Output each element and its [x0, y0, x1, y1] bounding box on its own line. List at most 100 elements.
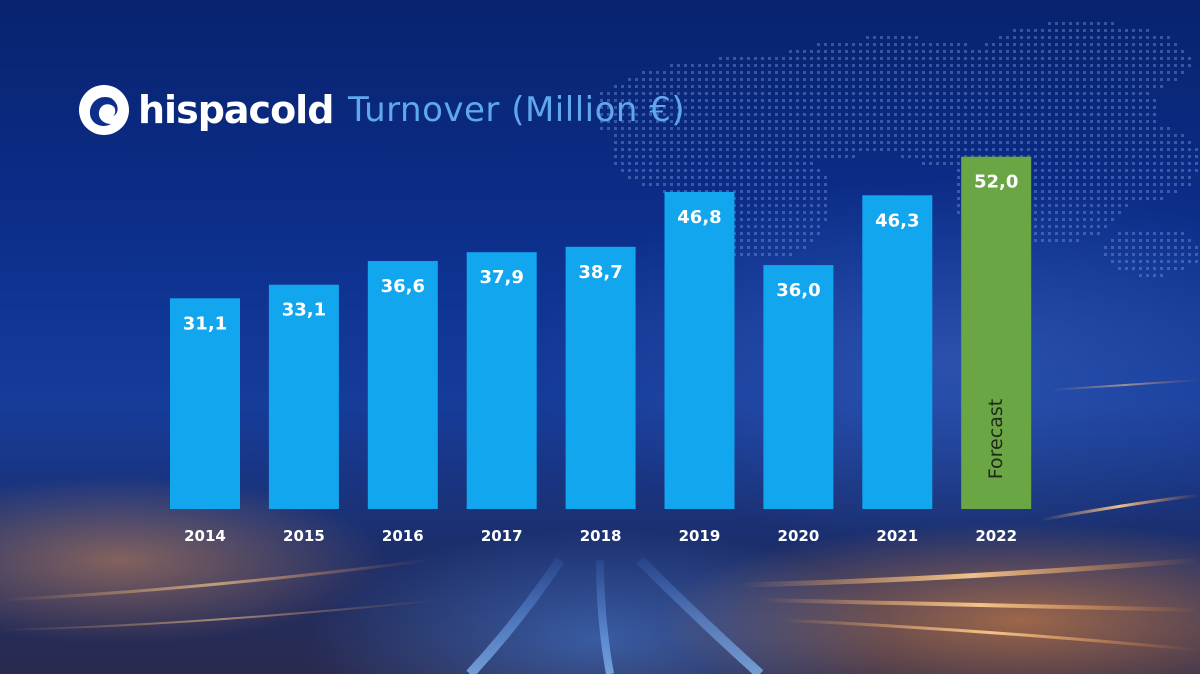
map-dot [1020, 85, 1023, 88]
map-dot [649, 99, 652, 102]
map-dot [1076, 183, 1079, 186]
map-dot [873, 134, 876, 137]
map-dot [649, 155, 652, 158]
map-dot [663, 183, 666, 186]
map-dot [1055, 211, 1058, 214]
map-dot [789, 148, 792, 151]
map-dot [859, 78, 862, 81]
map-dot [1006, 127, 1009, 130]
map-dot [845, 85, 848, 88]
map-dot [782, 141, 785, 144]
map-dot [1090, 211, 1093, 214]
map-dot [1062, 239, 1065, 242]
map-dot [1104, 246, 1107, 249]
map-dot [621, 127, 624, 130]
map-dot [817, 85, 820, 88]
map-dot [880, 120, 883, 123]
map-dot [1090, 113, 1093, 116]
map-dot [824, 176, 827, 179]
map-dot [705, 85, 708, 88]
map-dot [1125, 50, 1128, 53]
map-dot [1062, 50, 1065, 53]
map-dot [754, 204, 757, 207]
map-dot [775, 232, 778, 235]
map-dot [1125, 71, 1128, 74]
map-dot [1027, 141, 1030, 144]
map-dot [621, 169, 624, 172]
map-dot [754, 99, 757, 102]
map-dot [712, 134, 715, 137]
map-dot [852, 57, 855, 60]
map-dot [1104, 113, 1107, 116]
map-dot [614, 134, 617, 137]
map-dot [747, 239, 750, 242]
map-dot [677, 78, 680, 81]
map-dot [677, 127, 680, 130]
map-dot [782, 246, 785, 249]
map-dot [1118, 239, 1121, 242]
map-dot [1090, 29, 1093, 32]
map-dot [754, 211, 757, 214]
map-dot [691, 148, 694, 151]
map-dot [880, 127, 883, 130]
map-dot [1118, 106, 1121, 109]
map-dot [866, 43, 869, 46]
map-dot [782, 155, 785, 158]
map-dot [845, 57, 848, 60]
map-dot [656, 162, 659, 165]
map-dot [1160, 50, 1163, 53]
map-dot [1076, 148, 1079, 151]
map-dot [1153, 120, 1156, 123]
map-dot [817, 204, 820, 207]
map-dot [957, 141, 960, 144]
map-dot [768, 162, 771, 165]
map-dot [782, 232, 785, 235]
map-dot [1027, 36, 1030, 39]
map-dot [712, 169, 715, 172]
map-dot [1062, 211, 1065, 214]
map-dot [803, 225, 806, 228]
map-dot [789, 204, 792, 207]
map-dot [1034, 155, 1037, 158]
map-dot [747, 106, 750, 109]
map-dot [992, 64, 995, 67]
map-dot [901, 106, 904, 109]
map-dot [859, 148, 862, 151]
map-dot [1041, 85, 1044, 88]
map-dot [712, 120, 715, 123]
map-dot [1153, 50, 1156, 53]
map-dot [852, 64, 855, 67]
map-dot [1139, 267, 1142, 270]
map-dot [642, 71, 645, 74]
map-dot [1181, 64, 1184, 67]
map-dot [754, 246, 757, 249]
map-dot [670, 134, 673, 137]
map-dot [831, 57, 834, 60]
map-dot [747, 183, 750, 186]
map-dot [1174, 64, 1177, 67]
map-dot [1167, 78, 1170, 81]
map-dot [810, 99, 813, 102]
map-dot [1076, 190, 1079, 193]
map-dot [621, 162, 624, 165]
map-dot [922, 120, 925, 123]
map-dot [1118, 120, 1121, 123]
map-dot [1174, 141, 1177, 144]
map-dot [1139, 253, 1142, 256]
map-dot [705, 176, 708, 179]
map-dot [747, 71, 750, 74]
map-dot [670, 78, 673, 81]
map-dot [1076, 85, 1079, 88]
map-dot [894, 99, 897, 102]
map-dot [859, 113, 862, 116]
map-dot [880, 78, 883, 81]
map-dot [985, 141, 988, 144]
map-dot [1097, 225, 1100, 228]
map-dot [1097, 148, 1100, 151]
map-dot [726, 134, 729, 137]
map-dot [747, 127, 750, 130]
map-dot [1083, 57, 1086, 60]
map-dot [964, 127, 967, 130]
map-dot [733, 155, 736, 158]
map-dot [803, 120, 806, 123]
